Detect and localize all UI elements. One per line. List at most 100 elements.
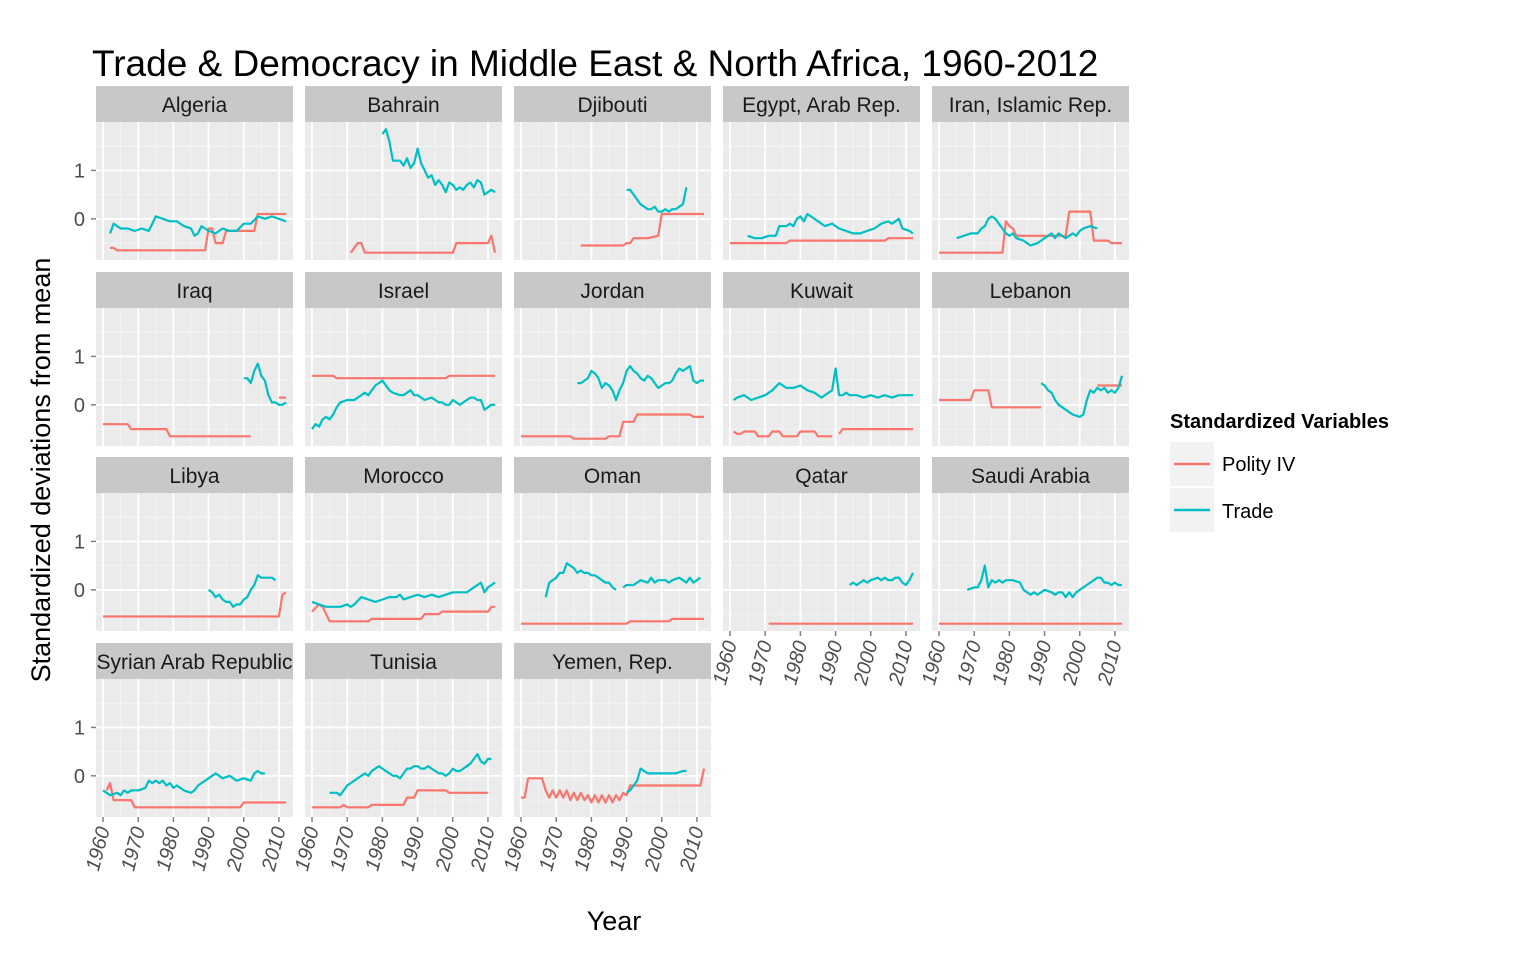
x-tick-label: 1970 bbox=[117, 825, 150, 874]
facet-strip bbox=[305, 86, 502, 122]
facet-strip bbox=[96, 643, 293, 679]
panel-libya: Libya 0 1 bbox=[74, 457, 293, 631]
polity-line bbox=[349, 234, 497, 254]
polity-line bbox=[838, 428, 913, 435]
panel-morocco: Morocco bbox=[305, 457, 502, 631]
polity-line bbox=[939, 389, 1042, 409]
facet-label: Algeria bbox=[162, 94, 228, 117]
panel-qatar: Qatar 1960 1970 1980 1990 2000 2010 bbox=[709, 457, 920, 688]
x-tick-label: 1960 bbox=[709, 639, 742, 688]
y-tick-label: 1 bbox=[74, 346, 85, 368]
facet-strip bbox=[305, 272, 502, 308]
x-tick-label: 1960 bbox=[291, 825, 324, 874]
polity-line bbox=[521, 413, 704, 440]
facet-strip bbox=[514, 86, 711, 122]
facet-strip bbox=[723, 457, 920, 493]
x-tick-label: 2000 bbox=[641, 825, 674, 875]
x-tick-label: 2000 bbox=[1059, 639, 1092, 689]
facet-strip bbox=[305, 457, 502, 493]
trade-line bbox=[622, 576, 702, 589]
facet-strip bbox=[514, 457, 711, 493]
y-tick-label: 0 bbox=[74, 209, 85, 231]
facet-strip bbox=[96, 86, 293, 122]
trade-line bbox=[577, 365, 704, 402]
x-tick-label: 1980 bbox=[988, 639, 1021, 688]
facet-label: Bahrain bbox=[367, 94, 439, 117]
facet-label: Lebanon bbox=[990, 280, 1072, 303]
x-tick-label: 1990 bbox=[1024, 639, 1057, 688]
polity-line bbox=[730, 237, 913, 245]
y-tick-label: 1 bbox=[74, 717, 85, 739]
facet-label: Djibouti bbox=[577, 94, 647, 117]
polity-line bbox=[939, 210, 1122, 254]
polity-line bbox=[105, 782, 286, 809]
panel-background bbox=[514, 679, 711, 817]
trade-line bbox=[109, 215, 287, 237]
polity-line bbox=[312, 374, 495, 380]
polity-line bbox=[103, 423, 251, 438]
panel-saudi-arabia: Saudi Arabia 1960 1970 1980 1990 2000 2010 bbox=[918, 457, 1129, 688]
facet-label: Qatar bbox=[795, 465, 848, 488]
chart-title: Trade & Democracy in Middle East & North… bbox=[92, 43, 1098, 84]
x-tick-label: 1990 bbox=[397, 825, 430, 874]
x-tick-label: 2010 bbox=[1094, 639, 1127, 689]
trade-line bbox=[311, 379, 495, 430]
x-tick-label: 1990 bbox=[815, 639, 848, 688]
x-axis-title: Year bbox=[587, 906, 642, 936]
trade-line bbox=[207, 574, 277, 608]
panel-background bbox=[305, 493, 502, 631]
trade-line bbox=[956, 215, 1098, 247]
trade-line bbox=[102, 769, 265, 797]
facet-label: Tunisia bbox=[370, 651, 437, 674]
panel-kuwait: Kuwait bbox=[723, 272, 920, 446]
facet-panels: Algeria 0 1 Bahrain Djibouti Egypt, Arab Rep.… bbox=[74, 86, 1129, 874]
polity-line bbox=[580, 212, 704, 247]
polity-line bbox=[312, 789, 488, 809]
y-tick-label: 1 bbox=[74, 160, 85, 182]
facet-strip bbox=[96, 272, 293, 308]
panel-background bbox=[932, 493, 1129, 631]
x-tick-label: 1980 bbox=[779, 639, 812, 688]
x-tick-label: 1990 bbox=[606, 825, 639, 874]
x-tick-label: 2000 bbox=[432, 825, 465, 875]
trade-line bbox=[329, 753, 492, 797]
facet-strip bbox=[723, 86, 920, 122]
x-tick-label: 1970 bbox=[744, 639, 777, 688]
panel-background bbox=[514, 308, 711, 446]
facet-label: Egypt, Arab Rep. bbox=[742, 94, 901, 117]
facet-strip bbox=[932, 86, 1129, 122]
facet-strip bbox=[932, 457, 1129, 493]
x-tick-label: 2010 bbox=[885, 639, 918, 689]
facet-label: Morocco bbox=[363, 465, 444, 488]
panel-background bbox=[514, 493, 711, 631]
panel-background bbox=[96, 308, 293, 446]
polity-line bbox=[521, 768, 706, 804]
y-tick-label: 0 bbox=[74, 395, 85, 417]
facet-strip bbox=[932, 272, 1129, 308]
facet-strip bbox=[96, 457, 293, 493]
panel-background bbox=[932, 122, 1129, 260]
legend-label-polity: Polity IV bbox=[1222, 454, 1296, 476]
panel-background bbox=[305, 122, 502, 260]
facet-label: Syrian Arab Republic bbox=[96, 651, 292, 674]
y-tick-label: 0 bbox=[74, 766, 85, 788]
panel-tunisia: Tunisia 1960 1970 1980 1990 2000 2010 bbox=[291, 643, 502, 874]
x-tick-label: 2010 bbox=[258, 825, 291, 875]
panel-algeria: Algeria 0 1 bbox=[74, 86, 293, 260]
panel-lebanon: Lebanon bbox=[932, 272, 1129, 446]
trade-line bbox=[243, 362, 287, 406]
polity-line bbox=[110, 212, 286, 252]
panel-iran-islamic-rep: Iran, Islamic Rep. bbox=[932, 86, 1129, 260]
trade-line bbox=[626, 187, 688, 213]
facet-label: Oman bbox=[584, 465, 641, 488]
panel-jordan: Jordan bbox=[514, 272, 711, 446]
trade-line bbox=[544, 562, 617, 598]
panel-background bbox=[514, 122, 711, 260]
polity-line bbox=[103, 591, 287, 618]
polity-line bbox=[311, 603, 495, 623]
x-tick-label: 1960 bbox=[918, 639, 951, 688]
trade-line bbox=[747, 212, 914, 240]
panel-background bbox=[723, 493, 920, 631]
facet-label: Saudi Arabia bbox=[971, 465, 1090, 488]
panel-iraq: Iraq 0 1 bbox=[74, 272, 293, 446]
